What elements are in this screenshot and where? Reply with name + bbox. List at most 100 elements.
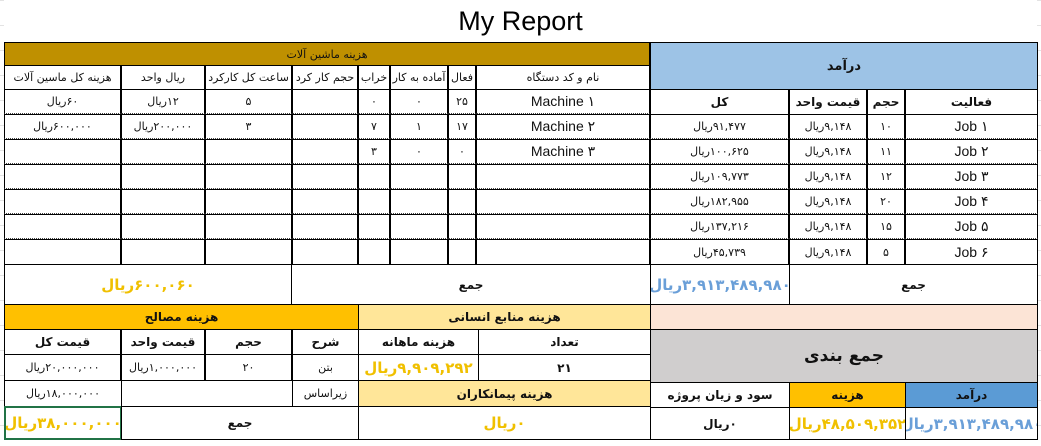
income-sum-label[interactable]: جمع (789, 264, 1038, 305)
machine-cell-ready[interactable] (390, 189, 448, 214)
machine-cell-volume[interactable] (292, 164, 358, 189)
hr-header[interactable]: هزینه منابع انسانی (358, 304, 651, 330)
income-cell-total[interactable]: ۱۰۹,۷۷۳ریال (650, 164, 789, 189)
machine-cell-broken[interactable] (358, 189, 390, 214)
income-cell-volume[interactable]: ۲۰ (867, 189, 905, 214)
machine-cell-broken[interactable]: ۷ (358, 114, 390, 139)
machines-header[interactable]: هزینه ماشین آلات (4, 42, 650, 66)
materials-cell-volume[interactable]: ۲۰ (205, 354, 292, 381)
machine-cell-name[interactable]: Machine ۲ (476, 114, 650, 139)
machine-cell-total[interactable] (4, 214, 121, 239)
materials-column-header[interactable]: شرح (292, 329, 359, 355)
machine-cell-ready[interactable] (390, 214, 448, 239)
machine-cell-hours[interactable] (205, 214, 292, 239)
income-column-header[interactable]: حجم (867, 89, 905, 115)
income-cell-job[interactable]: Job ۲ (905, 139, 1038, 164)
income-cell-volume[interactable]: ۱۰ (867, 114, 905, 139)
income-cell-volume[interactable]: ۱۲ (867, 164, 905, 189)
hr-column-monthly[interactable]: هزینه ماهانه (358, 329, 479, 355)
summary-column-income[interactable]: درآمد (905, 382, 1038, 408)
income-header[interactable]: درآمد (650, 42, 1038, 90)
machine-cell-broken[interactable] (358, 164, 390, 189)
income-cell-volume[interactable]: ۵ (867, 239, 905, 265)
machine-cell-ready[interactable]: ۰ (390, 139, 448, 164)
machines-column-header[interactable]: حجم کار کرد (292, 65, 358, 90)
machine-cell-active[interactable]: ۲۵ (448, 89, 476, 114)
machine-cell-hours[interactable] (205, 239, 292, 265)
machine-cell-unit[interactable] (121, 189, 205, 214)
machine-cell-ready[interactable]: ۱ (390, 114, 448, 139)
materials-cell-desc[interactable]: زیراساس (292, 380, 359, 407)
materials-cell-total[interactable]: ۱۸,۰۰۰,۰۰۰ریال (4, 380, 122, 407)
summary-column-profit[interactable]: سود و زیان پروژه (650, 382, 790, 408)
machine-cell-volume[interactable] (292, 89, 358, 114)
machine-cell-broken[interactable] (358, 239, 390, 265)
machine-cell-active[interactable] (448, 164, 476, 189)
income-cell-job[interactable]: Job ۴ (905, 189, 1038, 214)
income-cell-total[interactable]: ۱۰۰,۶۲۵ریال (650, 139, 789, 164)
machine-cell-unit[interactable]: ۱۲ریال (121, 89, 205, 114)
machines-column-header[interactable]: آماده به کار (390, 65, 448, 90)
machine-cell-broken[interactable]: ۳ (358, 139, 390, 164)
machine-cell-volume[interactable] (292, 139, 358, 164)
income-cell-job[interactable]: Job ۵ (905, 214, 1038, 239)
summary-header[interactable]: جمع بندی (650, 329, 1038, 383)
machines-column-header[interactable]: فعال (448, 65, 476, 90)
machine-cell-name[interactable]: Machine ۳ (476, 139, 650, 164)
machine-cell-name[interactable]: Machine ۱ (476, 89, 650, 114)
machine-cell-active[interactable]: ۱۷ (448, 114, 476, 139)
machine-cell-ready[interactable]: ۰ (390, 89, 448, 114)
income-cell-volume[interactable]: ۱۱ (867, 139, 905, 164)
machines-sum-label[interactable]: جمع (291, 264, 651, 305)
income-cell-unit[interactable]: ۹,۱۴۸ریال (789, 114, 867, 139)
hr-monthly-value[interactable]: ۹,۹۰۹,۲۹۲ریال (358, 354, 479, 381)
income-cell-unit[interactable]: ۹,۱۴۸ریال (789, 189, 867, 214)
machine-cell-hours[interactable] (205, 189, 292, 214)
machine-cell-volume[interactable] (292, 239, 358, 265)
summary-cost-value[interactable]: ۴۸,۵۰۹,۳۵۲ریال (789, 407, 906, 440)
materials-cell-total[interactable]: ۲۰,۰۰۰,۰۰۰ریال (4, 354, 121, 381)
machine-cell-unit[interactable] (121, 164, 205, 189)
machine-cell-hours[interactable]: ۵ (205, 89, 292, 114)
machine-cell-unit[interactable] (121, 239, 205, 265)
income-column-header[interactable]: قیمت واحد (789, 89, 867, 115)
machine-cell-name[interactable] (476, 164, 650, 189)
machine-cell-unit[interactable] (121, 139, 205, 164)
machine-cell-hours[interactable]: ۳ (205, 114, 292, 139)
machine-cell-unit[interactable] (121, 214, 205, 239)
machine-cell-active[interactable] (448, 214, 476, 239)
machine-cell-volume[interactable] (292, 189, 358, 214)
summary-income-value[interactable]: ۳,۹۱۳,۴۸۹,۹۸۰ریال (905, 407, 1038, 440)
machine-cell-total[interactable]: ۶۰۰,۰۰۰ریال (4, 114, 121, 139)
machine-cell-active[interactable] (448, 189, 476, 214)
income-cell-total[interactable]: ۴۵,۷۳۹ریال (650, 239, 789, 265)
summary-column-cost[interactable]: هزینه (789, 382, 906, 408)
machine-cell-ready[interactable] (390, 164, 448, 189)
materials-cell-unit[interactable] (121, 380, 293, 407)
materials-column-header[interactable]: قیمت واحد (121, 329, 205, 355)
machine-cell-total[interactable] (4, 239, 121, 265)
machine-cell-name[interactable] (476, 189, 650, 214)
materials-column-header[interactable]: حجم (205, 329, 292, 355)
materials-cell-unit[interactable]: ۱,۰۰۰,۰۰۰ریال (121, 354, 205, 381)
income-cell-job[interactable]: Job ۶ (905, 239, 1038, 265)
machine-cell-total[interactable] (4, 164, 121, 189)
machine-cell-broken[interactable] (358, 214, 390, 239)
income-sum-value[interactable]: ۳,۹۱۳,۴۸۹,۹۸۰ریال (650, 264, 790, 305)
income-cell-unit[interactable]: ۹,۱۴۸ریال (789, 214, 867, 239)
machine-cell-total[interactable]: ۶۰ریال (4, 89, 121, 114)
contractors-header[interactable]: هزینه پیمانکاران (358, 380, 651, 407)
summary-profit-value[interactable]: ۰ریال (650, 407, 790, 440)
income-cell-total[interactable]: ۱۸۲,۹۵۵ریال (650, 189, 789, 214)
materials-cell-desc[interactable]: بتن (292, 354, 359, 381)
machine-cell-total[interactable] (4, 139, 121, 164)
machine-cell-active[interactable]: ۰ (448, 139, 476, 164)
materials-header[interactable]: هزینه مصالح (4, 304, 359, 330)
machines-column-header[interactable]: ریال واحد (121, 65, 205, 90)
income-cell-volume[interactable]: ۱۵ (867, 214, 905, 239)
income-cell-unit[interactable]: ۹,۱۴۸ریال (789, 239, 867, 265)
machine-cell-unit[interactable]: ۲۰۰,۰۰۰ریال (121, 114, 205, 139)
income-cell-total[interactable]: ۹۱,۴۷۷ریال (650, 114, 789, 139)
machine-cell-hours[interactable] (205, 139, 292, 164)
machine-cell-ready[interactable] (390, 239, 448, 265)
